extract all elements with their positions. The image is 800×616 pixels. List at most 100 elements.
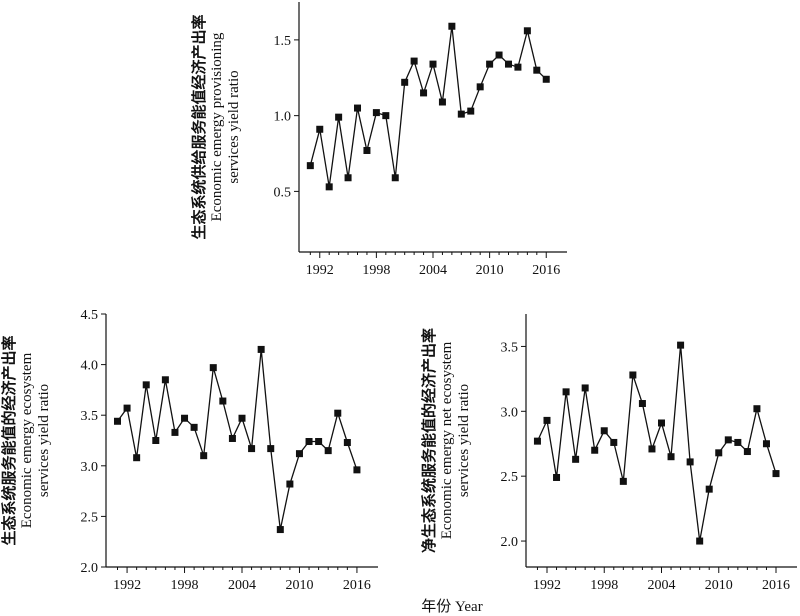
data-point bbox=[315, 438, 323, 446]
panel-ecosystem: 2.0 2.5 3.0 3.5 4.0 4.5 1992 1998 2004 2010 2016 生态… bbox=[0, 308, 378, 593]
y-tick-label: 2.5 bbox=[501, 470, 519, 485]
data-point bbox=[353, 466, 361, 474]
data-point bbox=[344, 174, 352, 182]
data-point bbox=[276, 526, 284, 534]
data-point bbox=[171, 428, 179, 436]
x-tick-label: 1992 bbox=[533, 578, 561, 593]
data-point bbox=[113, 417, 121, 425]
data-point bbox=[325, 183, 333, 191]
data-point bbox=[486, 60, 494, 68]
data-point bbox=[772, 470, 780, 478]
x-tick-label: 1992 bbox=[306, 263, 334, 278]
panel-provisioning: 0.5 1.0 1.5 1992 1998 2004 2010 2016 生态系统供给服务能值经… bbox=[190, 2, 567, 278]
data-point bbox=[467, 107, 475, 115]
x-tick-label: 2010 bbox=[476, 263, 504, 278]
y-tick-label: 3.0 bbox=[501, 405, 519, 420]
x-tick-label: 2004 bbox=[419, 263, 447, 278]
data-point bbox=[648, 445, 656, 453]
data-point bbox=[448, 22, 456, 30]
y-tick-label: 3.5 bbox=[81, 409, 99, 424]
data-point bbox=[658, 419, 665, 427]
data-point bbox=[306, 162, 314, 170]
data-point bbox=[724, 436, 732, 444]
data-point bbox=[476, 83, 484, 91]
data-point bbox=[354, 104, 362, 112]
data-point bbox=[619, 477, 627, 485]
x-tick-label: 1998 bbox=[590, 578, 618, 593]
x-axis-title: 年份 Year bbox=[421, 598, 482, 615]
x-tick-label: 1998 bbox=[171, 578, 199, 593]
data-point bbox=[334, 409, 342, 417]
x-tick-label: 2010 bbox=[705, 578, 733, 593]
y-axis-title-line: 净生态系统服务能值的经济产出率 bbox=[420, 328, 438, 553]
x-tick-label: 2016 bbox=[762, 578, 790, 593]
y-axis-title-line: 生态系统服务能值的经济产出率 bbox=[0, 335, 18, 545]
data-point bbox=[542, 75, 550, 83]
y-axis-title-line: Economic emergy ecosystem bbox=[19, 352, 35, 528]
data-point bbox=[238, 414, 246, 422]
data-point bbox=[438, 98, 446, 106]
data-point bbox=[677, 341, 685, 349]
data-point bbox=[228, 434, 236, 442]
panel-net-ecosystem: 2.0 2.5 3.0 3.5 1992 1998 2004 2010 2016 净生态系统服务能… bbox=[420, 314, 797, 593]
y-tick-label: 4.5 bbox=[81, 308, 99, 323]
x-tick-label: 2016 bbox=[343, 578, 371, 593]
data-point bbox=[562, 388, 570, 396]
data-point bbox=[209, 364, 217, 372]
y-axis-title-line: services yield ratio bbox=[226, 70, 242, 183]
data-point bbox=[734, 438, 742, 446]
data-point bbox=[372, 109, 380, 117]
data-point bbox=[219, 397, 227, 405]
data-point bbox=[629, 371, 637, 379]
series-line bbox=[309, 26, 547, 187]
data-point bbox=[316, 125, 324, 133]
data-point bbox=[142, 381, 150, 389]
data-point bbox=[523, 27, 531, 35]
data-point bbox=[181, 414, 189, 422]
data-point bbox=[572, 455, 580, 463]
data-point bbox=[257, 345, 265, 353]
data-point bbox=[610, 438, 618, 446]
data-point bbox=[753, 405, 761, 413]
y-tick-label: 2.0 bbox=[501, 535, 519, 550]
data-point bbox=[514, 63, 522, 71]
data-point bbox=[420, 89, 428, 97]
y-tick-label: 1.5 bbox=[274, 34, 292, 49]
x-tick-label: 1992 bbox=[113, 578, 141, 593]
data-point bbox=[248, 445, 256, 453]
data-point bbox=[457, 110, 465, 118]
x-tick-label: 2016 bbox=[532, 263, 560, 278]
data-point bbox=[600, 427, 608, 435]
data-point bbox=[305, 438, 313, 446]
data-point bbox=[581, 384, 589, 392]
data-point bbox=[343, 439, 351, 447]
y-tick-label: 3.0 bbox=[81, 460, 99, 475]
x-tick-label: 1998 bbox=[362, 263, 390, 278]
data-point bbox=[391, 174, 399, 182]
data-point bbox=[543, 416, 551, 424]
y-tick-label: 2.5 bbox=[81, 510, 99, 525]
data-point bbox=[295, 450, 303, 458]
data-point bbox=[161, 376, 169, 384]
data-point bbox=[705, 485, 713, 493]
data-point bbox=[743, 448, 751, 456]
y-axis-title-line: Economic emergy net ecosystem bbox=[439, 341, 455, 539]
data-point bbox=[715, 449, 723, 457]
data-point bbox=[638, 400, 646, 408]
x-tick-label: 2004 bbox=[228, 578, 256, 593]
data-point bbox=[363, 146, 371, 154]
data-point bbox=[152, 437, 160, 444]
data-point bbox=[267, 445, 275, 453]
y-axis-title-line: services yield ratio bbox=[36, 384, 52, 497]
data-point bbox=[762, 440, 770, 448]
y-tick-label: 3.5 bbox=[501, 340, 519, 355]
x-tick-label: 2010 bbox=[285, 578, 313, 593]
data-point bbox=[190, 423, 198, 431]
y-axis-title-line: Economic emergy provisioning bbox=[209, 32, 225, 221]
data-point bbox=[286, 480, 294, 488]
data-point bbox=[553, 473, 561, 481]
data-point bbox=[335, 113, 343, 121]
data-point bbox=[686, 458, 694, 466]
data-point bbox=[133, 454, 141, 462]
